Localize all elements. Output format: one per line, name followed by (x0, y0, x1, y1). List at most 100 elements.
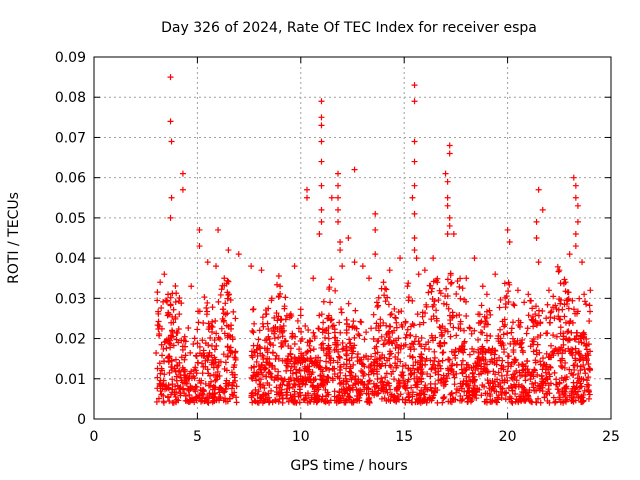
data-point (220, 317, 227, 324)
data-point (199, 370, 206, 377)
data-point (337, 247, 344, 254)
data-point (444, 328, 451, 335)
data-point (399, 369, 406, 376)
data-point (534, 371, 541, 378)
data-point (271, 377, 278, 384)
data-point (576, 375, 583, 382)
data-point (200, 363, 207, 370)
data-point (379, 351, 386, 358)
data-point (221, 275, 228, 282)
data-point (514, 337, 521, 344)
data-point (398, 321, 405, 328)
data-point (504, 353, 511, 360)
data-point (339, 339, 346, 346)
data-point (478, 302, 485, 309)
data-point (285, 343, 292, 350)
data-point (297, 337, 304, 344)
data-point (444, 178, 451, 185)
data-point (562, 384, 569, 391)
data-point (167, 301, 174, 308)
data-point (424, 370, 431, 377)
data-point (279, 333, 286, 340)
data-point (278, 316, 285, 323)
data-point (375, 337, 382, 344)
data-point (153, 350, 160, 357)
data-point (445, 398, 452, 405)
data-point (411, 138, 418, 145)
data-point (346, 357, 353, 364)
data-point (343, 351, 350, 358)
data-point (518, 339, 525, 346)
data-point (570, 306, 577, 313)
data-point (418, 375, 425, 382)
data-point (169, 376, 176, 383)
data-point (439, 349, 446, 356)
data-point (437, 339, 444, 346)
data-point (351, 166, 358, 173)
data-point (201, 294, 208, 301)
data-point (325, 330, 332, 337)
data-point (172, 383, 179, 390)
data-point (513, 367, 520, 374)
data-point (389, 368, 396, 375)
data-point (209, 304, 216, 311)
data-point (324, 373, 331, 380)
data-point (346, 384, 353, 391)
data-point (419, 313, 426, 320)
data-point (200, 352, 207, 359)
data-point (366, 377, 373, 384)
data-point (580, 376, 587, 383)
data-point (392, 394, 399, 401)
data-point (232, 315, 239, 322)
data-point (486, 391, 493, 398)
data-point (504, 368, 511, 375)
data-point (514, 287, 521, 294)
data-point (288, 397, 295, 404)
data-point (281, 305, 288, 312)
data-point (416, 321, 423, 328)
data-point (251, 320, 258, 327)
data-point (318, 114, 325, 121)
data-point (565, 296, 572, 303)
data-point (551, 369, 558, 376)
data-point (481, 323, 488, 330)
data-point (280, 327, 287, 334)
data-point (560, 336, 567, 343)
data-point (537, 319, 544, 326)
data-point (264, 359, 271, 366)
data-point (431, 358, 438, 365)
data-point (154, 289, 161, 296)
data-point (180, 337, 187, 344)
data-point (166, 358, 173, 365)
data-point (581, 298, 588, 305)
data-point (251, 397, 258, 404)
data-point (214, 364, 221, 371)
data-point (261, 385, 268, 392)
data-point (272, 366, 279, 373)
data-point (292, 359, 299, 366)
data-point (450, 230, 457, 237)
data-point (294, 376, 301, 383)
data-point (419, 369, 426, 376)
data-point (554, 386, 561, 393)
y-tick-label: 0.07 (55, 130, 86, 146)
data-point (345, 300, 352, 307)
data-point (500, 331, 507, 338)
data-point (404, 283, 411, 290)
data-point (336, 354, 343, 361)
data-point (555, 268, 562, 275)
data-point (248, 348, 255, 355)
data-point (249, 306, 256, 313)
data-point (447, 270, 454, 277)
data-point (216, 372, 223, 379)
data-point (384, 379, 391, 386)
data-point (345, 323, 352, 330)
data-point (528, 372, 535, 379)
data-point (167, 332, 174, 339)
data-point (528, 297, 535, 304)
data-point (265, 333, 272, 340)
data-point (158, 391, 165, 398)
data-point (160, 398, 167, 405)
data-point (339, 263, 346, 270)
data-point (210, 371, 217, 378)
